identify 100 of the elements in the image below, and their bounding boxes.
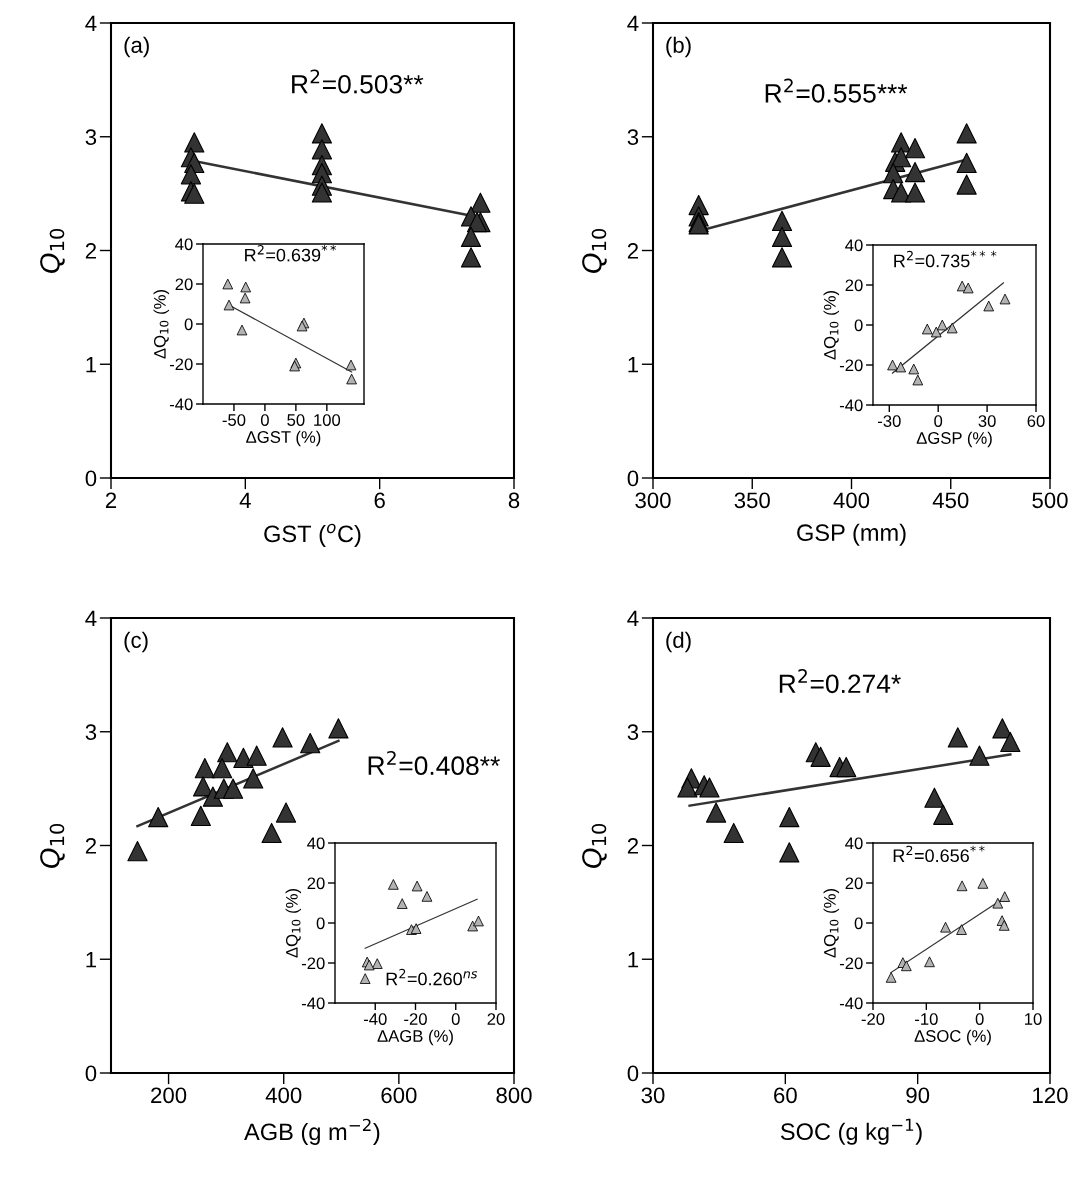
y-tick-label: 3	[85, 129, 97, 146]
x-tick-label: 60	[1027, 415, 1045, 427]
y-tick-label: 1	[628, 952, 639, 968]
x-tick-label: 30	[978, 415, 996, 427]
x-tick-label: 300	[635, 492, 671, 509]
x-tick-label: 0	[975, 1013, 984, 1025]
y-axis-title: Q$_{10}$	[582, 823, 607, 868]
x-tick-label: 800	[496, 1087, 532, 1104]
x-tick-label: -50	[222, 414, 246, 426]
y-tick-label: 3	[627, 129, 639, 146]
x-tick-label: 20	[487, 1013, 505, 1025]
y-tick-label: 1	[628, 357, 639, 373]
y-axis-title: ΔQ$_{10}$ (%)	[823, 291, 840, 360]
y-tick-label: 2	[627, 838, 638, 854]
y-tick-label: 40	[845, 837, 863, 850]
y-tick-label: -20	[839, 359, 863, 372]
y-tick-label: 40	[307, 837, 325, 850]
annotation: (a)	[124, 36, 149, 58]
annotation: R$^{2}$=0.555***	[765, 78, 908, 103]
annotation: R$^{2}$=0.639$^{**}$	[245, 245, 336, 262]
y-axis-title: ΔQ$_{10}$ (%)	[153, 290, 170, 359]
y-tick-label: -20	[301, 957, 325, 970]
annotation: R$^{2}$=0.260$^{ns}$	[386, 968, 478, 986]
x-tick-label: 450	[932, 492, 969, 509]
x-tick-label: 400	[833, 492, 870, 509]
y-tick-label: 0	[627, 1065, 639, 1082]
x-tick-label: 0	[934, 415, 943, 427]
y-axis-title: Q$_{10}$	[582, 228, 607, 273]
x-axis-title: ΔGSP (%)	[916, 431, 992, 448]
x-axis-title: SOC (g kg$^{−1}$)	[780, 1118, 922, 1145]
y-tick-label: 0	[854, 917, 863, 930]
y-axis-title: Q$_{10}$	[40, 823, 65, 868]
annotation: R$^{2}$=0.735$^{***}$	[894, 250, 997, 268]
y-tick-label: 40	[175, 238, 193, 251]
x-axis-title: ΔSOC (%)	[914, 1029, 991, 1046]
x-tick-label: 100	[314, 414, 341, 426]
y-tick-label: 1	[86, 952, 97, 968]
x-tick-label: 60	[774, 1087, 797, 1104]
x-tick-label: 6	[374, 492, 385, 509]
y-tick-label: 2	[85, 243, 96, 259]
y-tick-label: 0	[85, 1065, 97, 1082]
y-tick-label: 40	[845, 239, 863, 252]
y-tick-label: 20	[307, 877, 325, 890]
y-tick-label: 0	[854, 319, 863, 332]
y-tick-label: 4	[85, 15, 97, 32]
x-tick-label: 400	[265, 1087, 302, 1104]
y-tick-label: 0	[85, 470, 97, 487]
y-tick-label: 4	[627, 610, 639, 627]
x-tick-label: 50	[287, 414, 305, 426]
y-tick-label: 1	[86, 357, 97, 373]
y-tick-label: -40	[839, 399, 863, 412]
x-tick-label: 10	[1025, 1013, 1042, 1025]
x-tick-label: 500	[1032, 492, 1068, 509]
y-tick-label: -40	[839, 997, 863, 1010]
x-axis-title: ΔAGB (%)	[377, 1029, 453, 1046]
y-tick-label: 2	[627, 243, 638, 259]
y-tick-label: 0	[627, 470, 639, 487]
x-tick-label: 2	[105, 492, 117, 508]
y-tick-label: 4	[85, 610, 97, 627]
x-tick-label: 200	[151, 1087, 187, 1104]
x-axis-title: GSP (mm)	[797, 523, 906, 546]
y-tick-label: 4	[627, 15, 639, 32]
x-tick-label: 350	[734, 492, 770, 509]
x-tick-label: 8	[508, 492, 520, 509]
x-tick-label: -30	[878, 415, 901, 427]
y-tick-label: 0	[316, 917, 325, 930]
x-axis-title: GST ($^{o}$C)	[264, 523, 361, 547]
annotation: R$^{2}$=0.408**	[368, 750, 500, 776]
y-tick-label: -20	[839, 957, 863, 970]
x-tick-label: 0	[260, 414, 269, 426]
y-tick-label: 2	[85, 838, 96, 854]
y-tick-label: 3	[627, 724, 639, 741]
x-tick-label: 120	[1033, 1087, 1068, 1104]
annotation: (b)	[666, 36, 691, 58]
y-tick-label: 20	[845, 279, 863, 292]
annotation: R$^{2}$=0.274*	[779, 669, 901, 694]
y-tick-label: 0	[184, 318, 193, 331]
y-axis-title: Q$_{10}$	[40, 228, 65, 273]
y-tick-label: 3	[85, 724, 97, 741]
y-tick-label: -20	[169, 358, 193, 371]
annotation: (c)	[124, 631, 148, 653]
annotation: R$^{2}$=0.503**	[292, 69, 424, 94]
y-tick-label: -40	[301, 997, 325, 1010]
x-axis-title: AGB (g m$^{−2}$)	[244, 1118, 380, 1145]
x-tick-label: 0	[451, 1013, 460, 1025]
x-tick-label: 600	[381, 1087, 417, 1104]
y-axis-title: ΔQ$_{10}$ (%)	[823, 889, 840, 958]
x-tick-label: 30	[641, 1087, 665, 1104]
x-tick-label: -20	[404, 1013, 427, 1025]
y-tick-label: -40	[169, 398, 193, 411]
x-tick-label: 4	[239, 492, 251, 508]
x-axis-title: ΔGST (%)	[246, 430, 321, 447]
x-tick-label: -10	[915, 1013, 938, 1025]
y-tick-label: 20	[845, 877, 863, 890]
y-axis-title: ΔQ$_{10}$ (%)	[285, 889, 302, 958]
annotation: R$^{2}$=0.656$^{**}$	[893, 845, 985, 863]
y-tick-label: 20	[175, 278, 193, 291]
annotation: (d)	[666, 631, 691, 653]
x-tick-label: 90	[906, 1087, 930, 1104]
x-tick-label: -40	[363, 1013, 387, 1025]
